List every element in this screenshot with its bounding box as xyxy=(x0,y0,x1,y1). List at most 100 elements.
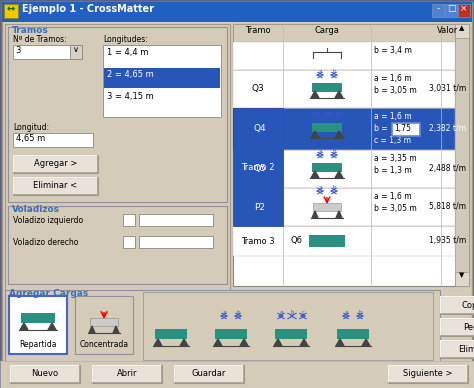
Bar xyxy=(467,365,468,383)
Text: Ejemplo 1 - CrossMatter: Ejemplo 1 - CrossMatter xyxy=(22,4,154,14)
Bar xyxy=(440,340,474,358)
Text: Eliminar: Eliminar xyxy=(458,345,474,353)
Polygon shape xyxy=(336,211,342,218)
Text: b: b xyxy=(332,185,336,190)
Text: a: a xyxy=(279,310,283,315)
Bar xyxy=(8,206,227,284)
Bar xyxy=(70,45,82,59)
Bar xyxy=(92,365,93,383)
Bar xyxy=(233,226,455,256)
Polygon shape xyxy=(89,326,95,333)
Bar xyxy=(10,365,80,383)
Polygon shape xyxy=(311,131,319,138)
Text: a: a xyxy=(318,185,322,190)
Bar xyxy=(5,290,440,362)
Text: Q4: Q4 xyxy=(254,125,266,133)
Bar xyxy=(92,365,162,383)
Bar xyxy=(440,296,441,314)
Polygon shape xyxy=(362,339,370,346)
Bar xyxy=(440,357,474,358)
Text: a: a xyxy=(315,109,318,114)
Bar xyxy=(13,155,98,173)
Bar xyxy=(440,313,474,314)
Text: a: a xyxy=(318,69,322,74)
Bar xyxy=(233,24,469,286)
Text: ∨: ∨ xyxy=(73,45,79,54)
Bar xyxy=(13,177,98,178)
Text: Longitudes:: Longitudes: xyxy=(103,35,148,44)
Bar xyxy=(312,123,342,132)
Bar xyxy=(440,296,474,297)
Text: b: b xyxy=(358,310,362,315)
Bar xyxy=(92,382,162,383)
Text: ↔: ↔ xyxy=(7,4,15,14)
Bar xyxy=(313,203,341,211)
Bar xyxy=(139,214,213,226)
Text: c: c xyxy=(301,310,304,315)
Polygon shape xyxy=(312,211,318,218)
Bar xyxy=(174,365,244,383)
Bar xyxy=(10,382,80,383)
Polygon shape xyxy=(300,339,308,346)
Bar xyxy=(2,2,472,22)
Text: Longitud:: Longitud: xyxy=(13,123,49,132)
Text: Pegar: Pegar xyxy=(463,322,474,331)
Bar xyxy=(123,236,135,248)
Bar xyxy=(388,382,468,383)
Bar xyxy=(233,188,455,226)
Bar xyxy=(215,329,247,339)
Bar xyxy=(13,194,98,195)
Bar xyxy=(139,236,213,248)
Bar xyxy=(309,235,345,247)
Text: Copiar: Copiar xyxy=(461,300,474,310)
Bar xyxy=(440,296,474,314)
Bar xyxy=(103,45,221,117)
Text: Voladizo izquierdo: Voladizo izquierdo xyxy=(13,216,83,225)
Bar xyxy=(13,172,98,173)
Text: b = 3,05 m: b = 3,05 m xyxy=(374,86,417,95)
Bar xyxy=(455,24,469,286)
Bar xyxy=(312,83,342,92)
Polygon shape xyxy=(240,339,248,346)
Text: Q6: Q6 xyxy=(291,237,303,246)
Bar xyxy=(458,4,470,17)
Bar xyxy=(0,361,474,388)
Text: c = 1,3 m: c = 1,3 m xyxy=(374,136,411,145)
Text: b: b xyxy=(325,109,329,114)
Text: Nuevo: Nuevo xyxy=(31,369,59,379)
Bar xyxy=(440,335,474,336)
Text: 3 = 4,15 m: 3 = 4,15 m xyxy=(107,92,154,101)
Bar xyxy=(13,155,14,173)
Bar xyxy=(9,296,67,354)
Bar xyxy=(455,24,469,38)
Text: a = 3,35 m: a = 3,35 m xyxy=(374,154,417,163)
Bar xyxy=(445,4,457,17)
Text: Q3: Q3 xyxy=(252,85,264,94)
Bar xyxy=(97,155,98,173)
Polygon shape xyxy=(335,91,343,98)
Text: b: b xyxy=(236,310,240,315)
Text: 2 = 4,65 m: 2 = 4,65 m xyxy=(107,70,154,79)
Text: 4,65 m: 4,65 m xyxy=(16,134,45,143)
Text: a: a xyxy=(344,310,348,315)
Bar xyxy=(10,365,11,383)
Bar xyxy=(13,177,14,195)
Text: a = 1,6 m: a = 1,6 m xyxy=(374,112,411,121)
Text: b: b xyxy=(290,310,294,315)
Text: Siguiente >: Siguiente > xyxy=(403,369,453,379)
Polygon shape xyxy=(20,323,28,330)
Text: 3,031 t/m: 3,031 t/m xyxy=(429,85,466,94)
Bar xyxy=(337,329,369,339)
Bar xyxy=(97,177,98,195)
Bar xyxy=(243,365,244,383)
Bar xyxy=(233,150,455,188)
Bar xyxy=(13,177,98,195)
Text: b: b xyxy=(332,69,336,74)
Bar xyxy=(4,4,18,18)
Bar xyxy=(13,45,78,59)
Text: -: - xyxy=(437,4,439,13)
Polygon shape xyxy=(154,339,162,346)
Text: b: b xyxy=(332,149,336,154)
Text: 1,935 t/m: 1,935 t/m xyxy=(429,237,466,246)
Bar xyxy=(440,318,474,336)
